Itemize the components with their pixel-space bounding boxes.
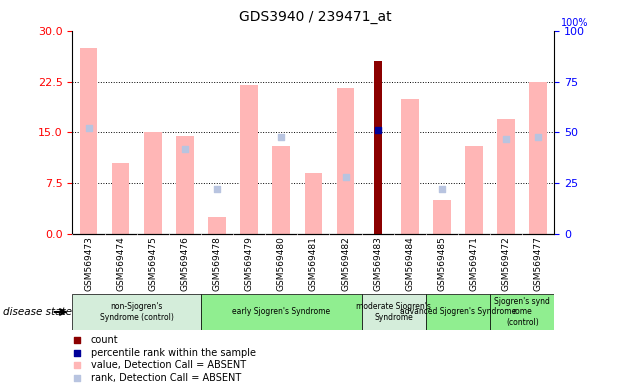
Text: GSM569485: GSM569485 — [437, 236, 447, 291]
Bar — [72, 294, 201, 330]
Text: early Sjogren's Syndrome: early Sjogren's Syndrome — [232, 308, 330, 316]
Bar — [374, 61, 382, 234]
Text: GSM569483: GSM569483 — [373, 236, 382, 291]
Text: GSM569472: GSM569472 — [501, 236, 511, 291]
Point — [180, 146, 190, 152]
Bar — [426, 294, 490, 330]
Bar — [208, 217, 226, 234]
Bar — [490, 294, 554, 330]
Point — [437, 186, 447, 192]
Text: GSM569476: GSM569476 — [180, 236, 190, 291]
Text: GSM569481: GSM569481 — [309, 236, 318, 291]
Bar — [336, 88, 355, 234]
Bar — [401, 99, 419, 234]
Text: GSM569484: GSM569484 — [405, 236, 415, 291]
Point — [72, 350, 82, 356]
Point — [72, 362, 82, 368]
Text: GSM569477: GSM569477 — [534, 236, 543, 291]
Text: GSM569480: GSM569480 — [277, 236, 286, 291]
Bar — [201, 294, 362, 330]
Text: advanced Sjogren's Syndrome: advanced Sjogren's Syndrome — [400, 308, 516, 316]
Bar — [144, 132, 162, 234]
Text: GSM569473: GSM569473 — [84, 236, 93, 291]
Bar — [529, 82, 547, 234]
Point — [533, 134, 543, 140]
Text: non-Sjogren's
Syndrome (control): non-Sjogren's Syndrome (control) — [100, 302, 174, 322]
Text: GSM569479: GSM569479 — [244, 236, 254, 291]
Text: disease state: disease state — [3, 307, 72, 317]
Bar — [433, 200, 451, 234]
Point — [72, 337, 82, 343]
Point — [83, 125, 94, 131]
Bar — [240, 85, 258, 234]
Text: GSM569482: GSM569482 — [341, 236, 350, 291]
Text: moderate Sjogren's
Syndrome: moderate Sjogren's Syndrome — [357, 302, 431, 322]
Text: value, Detection Call = ABSENT: value, Detection Call = ABSENT — [91, 360, 246, 370]
Text: GDS3940 / 239471_at: GDS3940 / 239471_at — [239, 10, 391, 23]
Text: percentile rank within the sample: percentile rank within the sample — [91, 348, 256, 358]
Bar — [304, 173, 323, 234]
Text: GSM569474: GSM569474 — [116, 236, 125, 291]
Bar — [176, 136, 194, 234]
Text: rank, Detection Call = ABSENT: rank, Detection Call = ABSENT — [91, 373, 241, 383]
Text: GSM569471: GSM569471 — [469, 236, 479, 291]
Bar — [79, 48, 98, 234]
Text: count: count — [91, 335, 118, 345]
Bar — [362, 294, 426, 330]
Point — [72, 375, 82, 381]
Bar — [497, 119, 515, 234]
Text: GSM569475: GSM569475 — [148, 236, 158, 291]
Bar — [272, 146, 290, 234]
Point — [372, 127, 382, 134]
Bar — [112, 163, 130, 234]
Text: 100%: 100% — [561, 18, 589, 28]
Point — [340, 174, 350, 180]
Text: GSM569478: GSM569478 — [212, 236, 222, 291]
Point — [212, 186, 222, 192]
Bar — [465, 146, 483, 234]
Text: Sjogren's synd
rome
(control): Sjogren's synd rome (control) — [495, 297, 550, 327]
Point — [276, 134, 286, 140]
Point — [501, 136, 511, 142]
